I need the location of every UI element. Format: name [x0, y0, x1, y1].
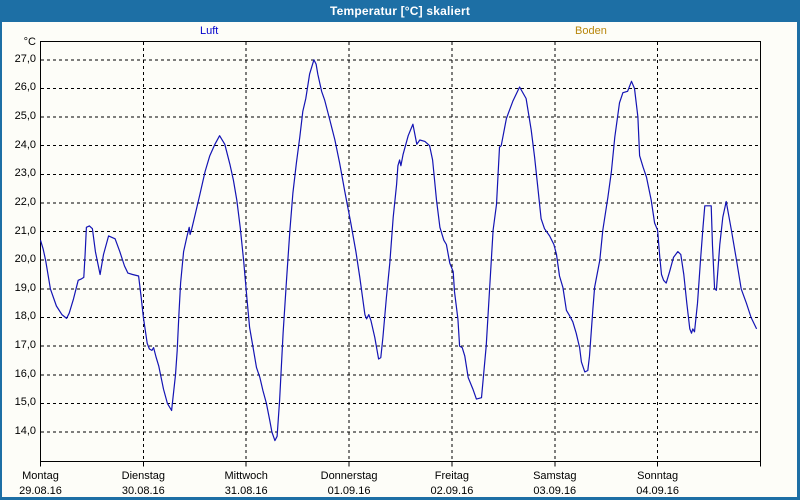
x-tick-date-label: 29.08.16: [19, 485, 62, 497]
series-line-luft: [40, 59, 758, 442]
y-tick-label: 25,0: [14, 110, 36, 123]
x-tick-date-label: 30.08.16: [121, 485, 165, 497]
x-tick-date-label: 04.09.16: [636, 485, 680, 497]
legend-item-boden[interactable]: Boden: [575, 25, 607, 37]
y-tick-label: 27,0: [14, 52, 36, 65]
window-title: Temperatur [°C] skaliert: [329, 4, 471, 18]
x-tick-date-label: 03.09.16: [533, 485, 577, 497]
y-tick-label: 23,0: [14, 167, 36, 180]
y-tick-label: 26,0: [14, 81, 36, 94]
x-tick-date-label: 01.09.16: [327, 485, 371, 497]
plot-frame: [40, 41, 761, 462]
plot-area: [40, 41, 761, 467]
x-tick-day-label: Freitag: [434, 470, 470, 482]
y-tick-label: 15,0: [14, 396, 36, 409]
y-tick-label: 14,0: [14, 425, 36, 437]
y-tick-label: 19,0: [14, 281, 36, 294]
y-tick-label: 18,0: [14, 310, 36, 323]
legend-item-luft[interactable]: Luft: [200, 25, 219, 37]
y-tick-label: 22,0: [14, 195, 36, 208]
y-tick-label: 21,0: [14, 224, 36, 237]
x-tick-day-label: Sonntag: [637, 470, 679, 482]
x-tick-day-label: Donnerstag: [320, 470, 378, 482]
y-tick-label: 16,0: [14, 367, 36, 380]
x-tick-day-label: Montag: [22, 470, 59, 482]
x-tick-date-label: 02.09.16: [430, 485, 474, 497]
y-tick-label: 24,0: [14, 138, 36, 151]
x-tick-day-label: Samstag: [533, 470, 577, 482]
x-tick-date-label: 31.08.16: [224, 485, 268, 497]
title-bar[interactable]: Temperatur [°C] skaliert: [0, 0, 800, 22]
x-tick-day-label: Mittwoch: [224, 470, 268, 482]
y-axis-unit-label: °C: [23, 36, 36, 48]
y-tick-label: 17,0: [14, 339, 36, 352]
x-tick-day-label: Dienstag: [121, 470, 166, 482]
y-tick-label: 20,0: [14, 253, 36, 266]
